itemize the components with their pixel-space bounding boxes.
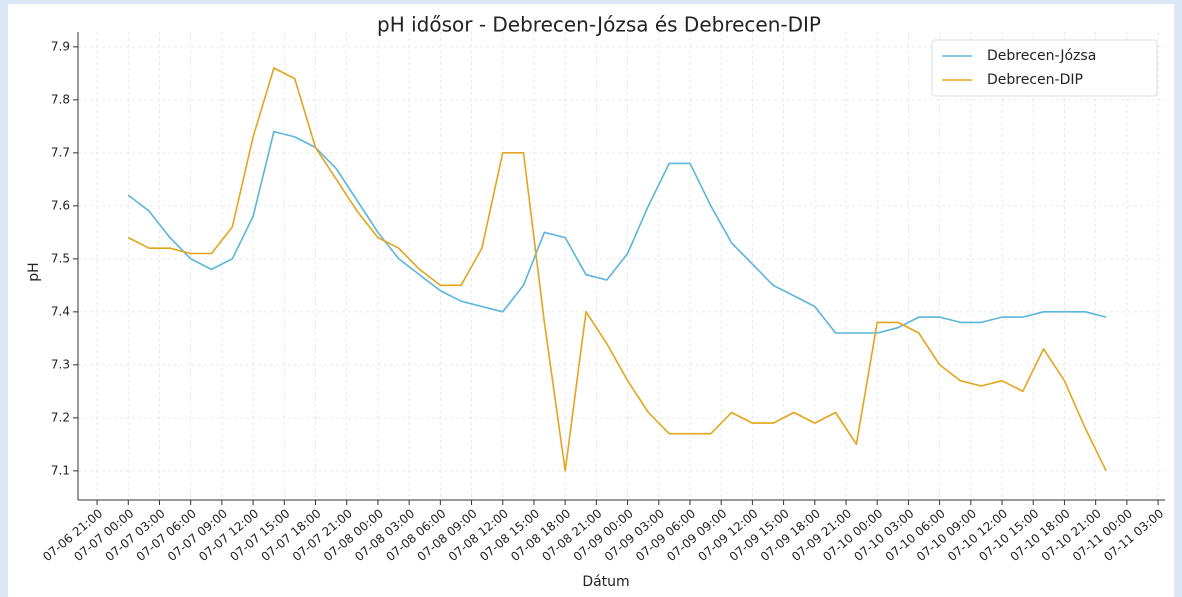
y-tick-label: 7.8 bbox=[51, 92, 70, 106]
chart-title: pH idősor - Debrecen-Józsa és Debrecen-D… bbox=[377, 13, 821, 37]
y-tick-label: 7.2 bbox=[51, 410, 70, 424]
series-line bbox=[127, 130, 1107, 334]
series-line bbox=[127, 67, 1107, 472]
y-tick-label: 7.7 bbox=[51, 145, 70, 159]
y-tick-label: 7.6 bbox=[51, 198, 70, 212]
legend-label: Debrecen-DIP bbox=[987, 72, 1083, 88]
legend-box bbox=[931, 39, 1158, 97]
y-tick-label: 7.4 bbox=[51, 304, 70, 318]
y-tick-label: 7.5 bbox=[51, 251, 70, 265]
legend: Debrecen-Józsa Debrecen-DIP bbox=[931, 39, 1158, 97]
y-axis-label: pH bbox=[26, 262, 42, 281]
legend-label: Debrecen-Józsa bbox=[987, 48, 1096, 64]
y-tick-label: 7.3 bbox=[51, 357, 70, 371]
x-axis-label: Dátum bbox=[582, 574, 629, 590]
chart: pH idősor - Debrecen-Józsa és Debrecen-D… bbox=[8, 4, 1174, 597]
y-tick-label: 7.9 bbox=[51, 39, 70, 53]
y-tick-label: 7.1 bbox=[51, 463, 70, 477]
